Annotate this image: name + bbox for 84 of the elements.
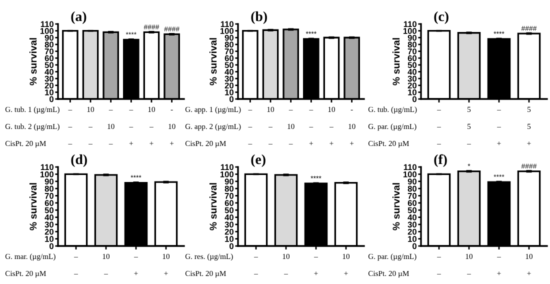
y-tick-label: 50 [224,207,234,214]
y-tick-label: 0 [412,243,416,250]
y-tick-label: 50 [44,207,54,214]
y-tick-label: 80 [224,42,234,48]
y-tick-label: 80 [408,186,416,192]
chart-title: (c) [434,11,448,24]
y-tick-label: 70 [44,192,54,199]
y-tick-label: 70 [224,192,234,199]
y-tick-label: 90 [224,34,234,41]
y-tick-label: 70 [408,192,416,199]
y-tick-label: 20 [408,82,416,88]
y-tick-label: 20 [408,228,416,235]
y-tick-label: 10 [225,236,234,242]
y-tick-label: 40 [408,214,416,220]
y-tick-label: 80 [44,186,54,192]
y-tick-label: 50 [44,62,54,68]
y-tick-label: 100 [220,171,234,178]
y-tick-label: 60 [408,200,416,206]
y-tick-label: 0 [230,96,234,102]
y-tick-label: 90 [408,178,416,184]
y-tick-label: 40 [44,214,54,220]
y-tick-label: 10 [225,89,234,96]
y-tick-label: 40 [408,68,416,75]
y-tick-label: 70 [408,48,416,54]
chart-title: (a) [71,11,86,24]
y-axis-title: % survival [209,38,217,86]
y-tick-label: 30 [44,222,54,228]
y-tick-label: 20 [44,82,54,88]
y-tick-label: 50 [224,62,234,68]
y-tick-label: 80 [408,42,416,48]
y-tick-label: 10 [408,89,416,96]
y-tick-label: 10 [45,236,54,242]
chart-title: (b) [251,11,267,24]
y-tick-label: 60 [44,200,54,206]
y-tick-label: 60 [224,200,234,206]
y-axis-title: % survival [209,183,217,230]
y-tick-label: 20 [44,228,54,235]
y-tick-label: 0 [230,243,234,250]
chart-title: (f) [434,154,447,167]
y-tick-label: 10 [408,236,416,242]
y-tick-label: 20 [224,228,234,235]
y-tick-label: 30 [44,76,54,82]
y-tick-label: 30 [224,76,234,82]
y-axis-title: % survival [392,38,400,86]
y-tick-label: 110 [404,21,416,28]
y-tick-label: 70 [44,48,54,54]
y-tick-label: 50 [408,207,416,214]
y-tick-label: 90 [44,178,54,184]
y-axis-title: % survival [29,38,37,86]
chart-title: (e) [251,154,266,167]
y-tick-label: 100 [220,28,234,34]
y-tick-label: 0 [50,243,54,250]
y-tick-label: 90 [224,178,234,184]
y-tick-label: 60 [44,55,54,62]
y-tick-label: 80 [224,186,234,192]
y-tick-label: 30 [408,76,416,82]
y-tick-label: 20 [224,82,234,88]
y-tick-label: 70 [224,48,234,54]
y-tick-label: 40 [224,68,234,75]
y-tick-label: 0 [50,96,54,102]
y-tick-label: 100 [403,171,416,178]
y-tick-label: 90 [408,34,416,41]
y-axis-title: % survival [392,183,400,230]
y-tick-label: 30 [224,222,234,228]
y-tick-label: 110 [220,164,234,170]
y-tick-label: 60 [224,55,234,62]
y-tick-label: 30 [408,222,416,228]
y-tick-label: 0 [412,96,416,102]
y-tick-label: 110 [404,164,416,170]
y-tick-label: 100 [40,171,54,178]
y-tick-label: 80 [44,42,54,48]
y-tick-label: 40 [44,68,54,75]
y-tick-label: 50 [408,62,416,68]
y-tick-label: 40 [224,214,234,220]
y-axis-title: % survival [29,183,37,230]
y-tick-label: 10 [45,89,54,96]
y-tick-label: 110 [40,164,54,170]
y-tick-label: 110 [40,21,54,28]
y-tick-label: 100 [403,28,416,34]
y-tick-label: 90 [44,34,54,41]
y-tick-label: 100 [40,28,54,34]
chart-title: (d) [71,154,87,167]
y-tick-label: 110 [220,21,234,28]
y-tick-label: 60 [408,55,416,62]
